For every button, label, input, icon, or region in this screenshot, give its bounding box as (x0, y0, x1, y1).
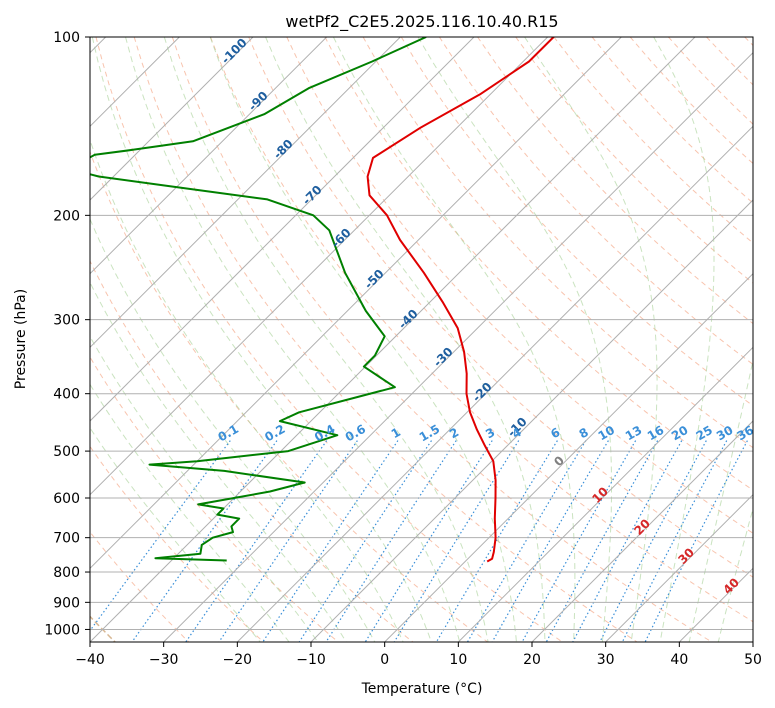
y-tick-label: 100 (53, 30, 80, 46)
temperature-line (366, 37, 555, 563)
x-tick-label: 0 (380, 652, 389, 668)
isotherm-line (90, 37, 328, 275)
moist-adiabat-line (163, 37, 489, 642)
moist-adiabat-line (90, 427, 261, 642)
moist-adiabat-line (90, 217, 376, 642)
isotherm-line (752, 641, 753, 642)
dry-adiabat-line (90, 445, 264, 642)
x-axis: −40 −30 −20 −10 0 10 20 30 40 50 (75, 642, 762, 668)
x-tick-label: −10 (296, 652, 326, 668)
mixing-ratio-line (131, 440, 278, 642)
x-tick-label: 10 (449, 652, 467, 668)
mixing-ratio-line (621, 440, 728, 642)
mixing-ratio-line (572, 440, 683, 642)
dry-adiabat-line (324, 37, 753, 491)
y-tick-label: 900 (53, 595, 80, 611)
isotherm-line (605, 493, 753, 642)
y-tick-label: 500 (53, 444, 80, 460)
isotherm-line (531, 420, 753, 642)
moist-adiabat-line (653, 37, 715, 642)
isotherm-line (384, 272, 753, 642)
plot-frame (89, 36, 754, 643)
moist-adiabat-line (125, 37, 461, 642)
dewpoint-line (90, 37, 427, 562)
y-tick-label: 400 (53, 387, 80, 403)
moist-adiabat-line (688, 358, 753, 642)
mixing-ratio-line (185, 440, 328, 642)
x-tick-label: −30 (149, 652, 179, 668)
isotherm-line (90, 37, 475, 422)
y-tick-label: 300 (53, 313, 80, 329)
x-tick-label: 40 (670, 652, 688, 668)
mixing-ratio-line (262, 440, 399, 642)
x-tick-label: 50 (744, 652, 762, 668)
isotherm-line (90, 37, 254, 201)
mixing-ratio-line (466, 440, 587, 642)
dry-adiabat-line (133, 37, 638, 642)
moist-adiabat-line (90, 138, 404, 642)
isotherm-line (90, 37, 401, 349)
mixing-ratio-line (491, 440, 609, 642)
moist-adiabat-line (91, 37, 432, 642)
dry-adiabat-line (400, 37, 753, 407)
mixing-ratio-line (599, 440, 707, 642)
y-tick-label: 700 (53, 531, 80, 547)
x-tick-label: −20 (223, 652, 253, 668)
moist-adiabat-line (332, 37, 576, 642)
mixing-ratio-line (90, 440, 231, 632)
dry-adiabat-line (95, 37, 563, 642)
mixing-ratio-line (218, 440, 358, 642)
x-axis-label: Temperature (°C) (361, 681, 483, 697)
moist-adiabat-line (209, 37, 517, 642)
y-tick-label: 1000 (44, 622, 80, 638)
grid-lines (90, 37, 753, 642)
isotherm-line (90, 37, 549, 496)
dry-adiabat-line (90, 150, 488, 642)
moist-adiabat-line (717, 506, 753, 642)
isotherm-line (90, 37, 622, 570)
y-tick-label: 200 (53, 208, 80, 224)
profile-lines (90, 37, 555, 563)
moist-adiabat-line (417, 37, 612, 642)
moist-adiabat-line (265, 37, 546, 642)
moist-adiabat-line (90, 383, 290, 642)
isotherm-line (457, 346, 753, 642)
dry-adiabat-line (248, 37, 753, 578)
dry-adiabat-line (362, 37, 753, 449)
y-tick-label: 800 (53, 565, 80, 581)
x-tick-label: −40 (75, 652, 105, 668)
mixing-ratio-line (364, 440, 493, 642)
mixing-ratio-line (545, 440, 659, 642)
chart-title: wetPf2_C2E5.2025.116.10.40.R15 (285, 12, 558, 32)
y-axis: 100 200 300 400 500 600 700 800 900 1000 (44, 30, 90, 638)
y-tick-label: 600 (53, 491, 80, 507)
x-tick-label: 30 (597, 652, 615, 668)
isotherm-line (163, 51, 753, 642)
isotherm-line (90, 37, 696, 642)
isotherm-line (236, 125, 753, 642)
y-axis-label: Pressure (hPa) (13, 289, 29, 389)
isotherm-line (310, 199, 753, 642)
mixing-ratio-line (435, 440, 558, 642)
background-lines (90, 37, 753, 642)
moist-adiabat-line (90, 281, 347, 642)
moist-adiabat-line (524, 37, 658, 642)
mixing-ratio-line (644, 440, 748, 642)
x-tick-label: 20 (523, 652, 541, 668)
